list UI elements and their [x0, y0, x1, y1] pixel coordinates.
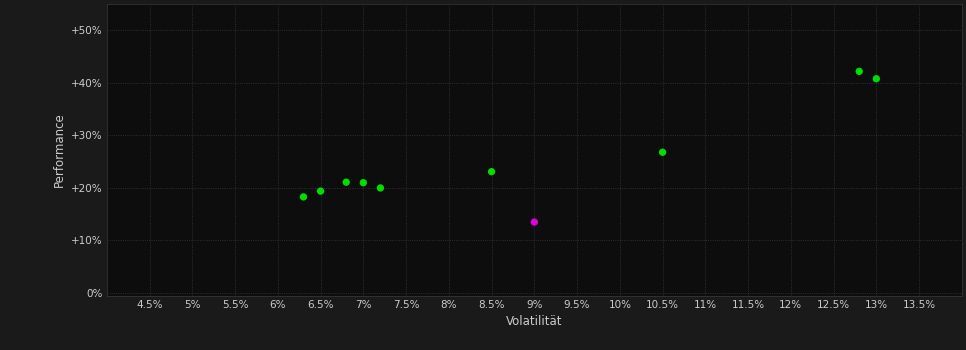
Point — [338, 180, 354, 185]
Point — [655, 149, 670, 155]
X-axis label: Volatilität: Volatilität — [506, 315, 562, 328]
Point — [373, 185, 388, 191]
Point — [484, 169, 499, 175]
Point — [355, 180, 371, 186]
Point — [851, 69, 867, 74]
Y-axis label: Performance: Performance — [52, 112, 66, 187]
Point — [868, 76, 884, 82]
Point — [313, 188, 328, 194]
Point — [296, 194, 311, 200]
Point — [526, 219, 542, 225]
